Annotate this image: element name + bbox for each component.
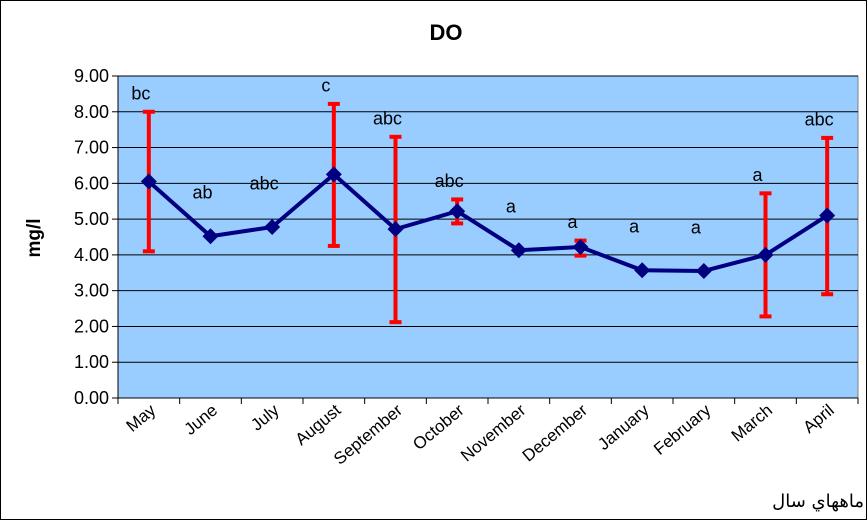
y-axis-label: mg/l [24, 218, 45, 257]
significance-label: ab [192, 183, 212, 203]
x-tick-label: January [594, 400, 653, 454]
x-tick-label: July [247, 400, 283, 434]
significance-label: a [752, 165, 763, 185]
data-point [510, 242, 527, 259]
data-point [634, 262, 651, 279]
y-tick-label: 2.00 [74, 316, 109, 336]
data-point [202, 228, 219, 245]
x-tick-label: August [292, 400, 345, 449]
y-tick-label: 4.00 [74, 245, 109, 265]
y-tick-label: 6.00 [74, 173, 109, 193]
significance-label: a [629, 217, 640, 237]
y-tick-label: 9.00 [74, 66, 109, 86]
x-tick-label: March [728, 401, 776, 446]
x-tick-label: October [409, 400, 468, 454]
y-tick-label: 3.00 [74, 281, 109, 301]
x-tick-label: June [181, 401, 221, 439]
x-axis-label: ماههاي سال [772, 491, 864, 512]
data-point [449, 203, 466, 220]
data-point [819, 207, 836, 224]
x-tick-label: February [650, 400, 715, 459]
significance-label: abc [435, 171, 464, 191]
x-tick-label: September [330, 400, 406, 468]
data-point [140, 173, 157, 190]
data-point [387, 221, 404, 238]
significance-label: c [321, 75, 330, 95]
y-tick-label: 8.00 [74, 102, 109, 122]
significance-label: abc [250, 173, 279, 193]
y-tick-label: 0.00 [74, 388, 109, 408]
x-tick-label: May [123, 400, 160, 436]
data-point [572, 239, 589, 256]
significance-label: bc [131, 83, 150, 103]
plot-area [117, 75, 859, 399]
y-tick-label: 1.00 [74, 352, 109, 372]
series-line [147, 172, 829, 273]
significance-label: abc [373, 108, 402, 128]
significance-label: abc [805, 109, 834, 129]
x-tick-label: April [799, 401, 837, 437]
chart-title: DO [430, 20, 463, 45]
data-point [695, 262, 712, 279]
significance-label: a [567, 212, 578, 232]
significance-label: a [691, 217, 702, 237]
y-tick-label: 7.00 [74, 138, 109, 158]
data-point [325, 166, 342, 183]
significance-label: a [506, 197, 517, 217]
data-point [757, 246, 774, 263]
y-tick-label: 5.00 [74, 209, 109, 229]
data-point [264, 218, 281, 235]
x-tick-label: December [519, 400, 592, 465]
x-tick-label: November [457, 400, 530, 465]
